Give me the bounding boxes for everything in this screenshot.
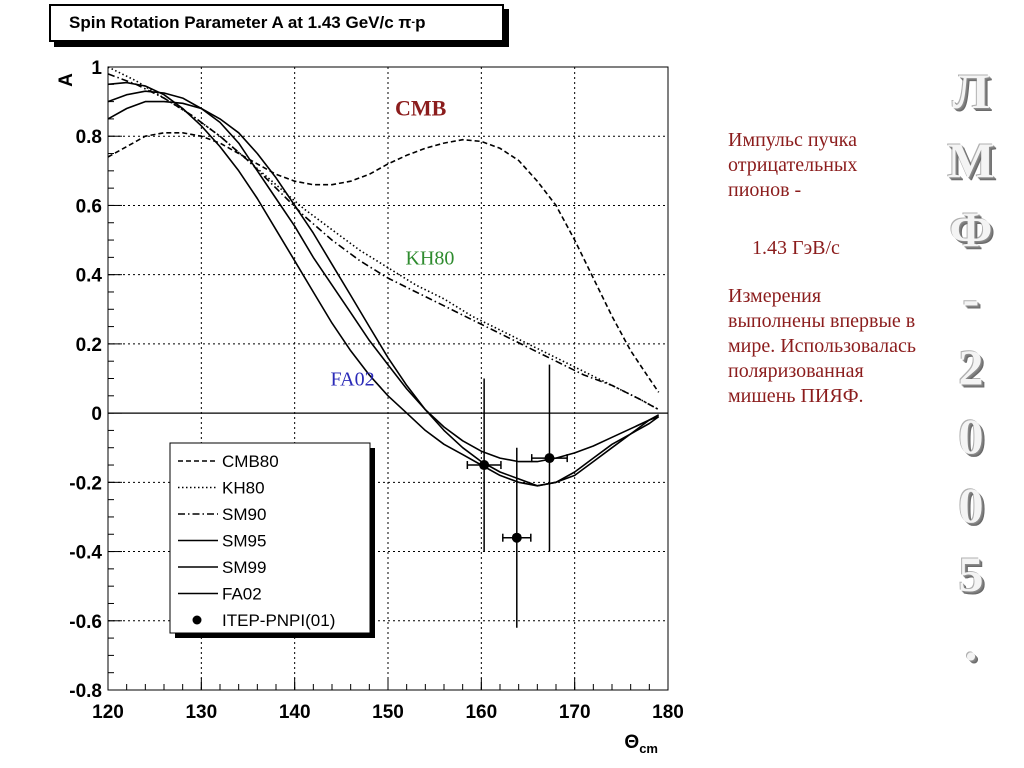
- x-tick-label: 140: [279, 702, 311, 723]
- side-text-momentum: 1.43 ГэВ/с: [752, 237, 840, 259]
- x-tick-label: 160: [465, 702, 497, 723]
- curve-sm95: [107, 90, 659, 463]
- annotations: CMB KH80 FA02: [330, 95, 454, 390]
- vertical-caption-char: 5: [958, 546, 984, 602]
- legend-label: CMB80: [222, 452, 279, 471]
- curve-fa02: [107, 81, 660, 487]
- data-point: [544, 453, 555, 464]
- y-tick-label: -0.8: [69, 681, 102, 702]
- x-axis-label: Θcm: [624, 732, 658, 756]
- legend: CMB80 KH80 SM90 SM95 SM99 FA02 ITEP-PNPI(01): [169, 442, 375, 638]
- chart-title-main: Spin Rotation Parameter A at 1.43 GeV/c …: [69, 13, 412, 32]
- data-points: [466, 364, 568, 628]
- legend-label: SM95: [222, 532, 266, 551]
- vertical-caption-char: Ф: [949, 201, 993, 257]
- vertical-caption-char: 0: [958, 408, 984, 464]
- x-tick-label: 180: [652, 702, 684, 723]
- legend-label: SM99: [222, 558, 266, 577]
- y-tick-label: 0.2: [76, 335, 102, 356]
- chart-title-tail: p: [415, 13, 426, 32]
- side-text-measurements: Измерения выполнены впервые в мире. Испо…: [728, 285, 916, 407]
- legend-label: FA02: [222, 585, 262, 604]
- curve-sm90: [107, 73, 660, 411]
- vertical-caption-char: 2: [958, 339, 984, 395]
- legend-marker: [192, 615, 202, 625]
- legend-label: SM90: [222, 505, 266, 524]
- curve-cmb80: [107, 132, 660, 393]
- data-point: [511, 532, 522, 543]
- y-axis-label: A: [56, 73, 77, 87]
- y-tick-label: -0.4: [69, 543, 102, 564]
- y-tick-label: -0.6: [69, 612, 102, 633]
- x-tick-label: 170: [559, 702, 591, 723]
- vertical-caption-char: М: [947, 132, 995, 188]
- y-tick-label: 0.4: [76, 266, 103, 287]
- vertical-caption-char: .: [964, 615, 978, 671]
- legend-label: KH80: [222, 479, 265, 498]
- side-text-beam: Импульс пучка отрицательных пионов -: [728, 129, 858, 201]
- y-tick-label: 0.6: [76, 196, 102, 217]
- series-curves: [107, 66, 660, 487]
- data-point: [479, 460, 490, 471]
- y-tick-label: 0: [91, 404, 102, 425]
- y-tick-label: 1: [91, 58, 102, 79]
- annotation-fa02: FA02: [330, 368, 374, 390]
- vertical-caption-char: -: [962, 270, 980, 326]
- curve-sm99: [107, 100, 660, 487]
- chart-title-sup: -: [411, 16, 416, 28]
- vertical-caption-char: 0: [958, 477, 984, 533]
- x-tick-label: 130: [185, 702, 217, 723]
- annotation-cmb: CMB: [395, 95, 447, 120]
- annotation-kh80: KH80: [406, 247, 455, 269]
- x-tick-label: 120: [92, 702, 124, 723]
- axes: 120 130 140 150 160 170 180 1 0.8 0.6 0.4 0.2 0 -0.2 -…: [56, 58, 684, 756]
- legend-label: ITEP-PNPI(01): [222, 611, 335, 630]
- legend-box: [169, 442, 371, 634]
- x-tick-label: 150: [372, 702, 404, 723]
- y-tick-label: 0.8: [76, 127, 102, 148]
- vertical-caption-char: Л: [952, 63, 990, 119]
- chart-title: Spin Rotation Parameter A at 1.43 GeV/c …: [49, 4, 504, 42]
- y-tick-label: -0.2: [69, 473, 102, 494]
